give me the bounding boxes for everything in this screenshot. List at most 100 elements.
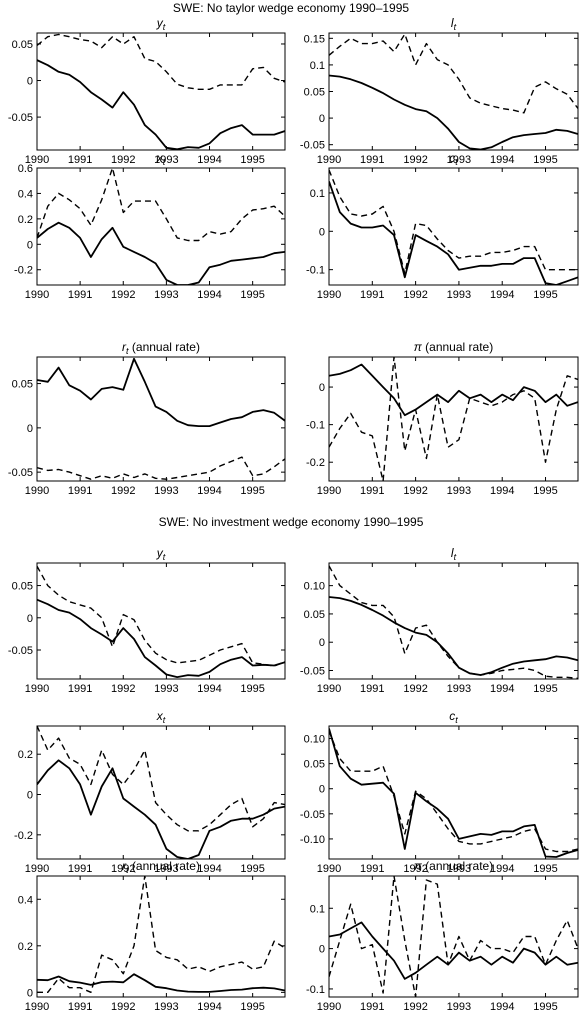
panel: yt 1990 1991 1992 1993 1994 1995 0.05 0 -0.05 bbox=[8, 546, 286, 695]
axes-frame bbox=[328, 356, 579, 482]
panel-title-extra: (annual rate) bbox=[129, 340, 200, 354]
y-tick-label: 0 bbox=[27, 987, 33, 999]
axes-frame bbox=[328, 725, 579, 860]
panel-title-symbol: c bbox=[449, 709, 455, 723]
x-tick-label: 1991 bbox=[68, 485, 92, 497]
x-tick-label: 1990 bbox=[317, 683, 341, 695]
x-tick-label: 1993 bbox=[154, 863, 178, 875]
y-tick-label: -0.1 bbox=[306, 265, 325, 277]
x-tick-label: 1991 bbox=[68, 154, 92, 166]
series-line-data bbox=[329, 181, 578, 285]
panel-title: π (annual rate) bbox=[414, 859, 493, 873]
axes-frame bbox=[36, 167, 286, 286]
series-line-data bbox=[329, 74, 578, 150]
panel-title-subscript: t bbox=[163, 715, 166, 725]
x-tick-label: 1991 bbox=[68, 863, 92, 875]
y-tick-label: 0.2 bbox=[18, 749, 33, 761]
panel: ct 1990 1991 1992 1993 1994 1995 0.10 0.05 0 -0.05… bbox=[300, 709, 579, 875]
x-tick-label: 1990 bbox=[317, 863, 341, 875]
series-line-model bbox=[329, 357, 578, 481]
x-tick-label: 1992 bbox=[111, 1001, 135, 1013]
x-tick-label: 1994 bbox=[490, 485, 514, 497]
series-line-model bbox=[37, 168, 285, 242]
y-tick-label: -0.05 bbox=[8, 467, 33, 479]
x-tick-label: 1995 bbox=[240, 289, 264, 301]
panel-title: yt bbox=[156, 16, 166, 32]
series-line-data bbox=[329, 596, 578, 676]
x-tick-label: 1990 bbox=[25, 683, 49, 695]
panel-title-subscript: t bbox=[454, 552, 457, 562]
x-tick-label: 1993 bbox=[447, 863, 471, 875]
y-tick-label: -0.10 bbox=[300, 834, 325, 846]
y-tick-label: 0.4 bbox=[18, 894, 33, 906]
series-line-data bbox=[329, 728, 578, 858]
y-tick-label: -0.05 bbox=[8, 112, 33, 124]
y-tick-label: 0.1 bbox=[310, 188, 325, 200]
y-tick-label: 0.05 bbox=[304, 609, 325, 621]
x-tick-label: 1995 bbox=[240, 683, 264, 695]
x-tick-label: 1992 bbox=[403, 154, 427, 166]
panel: xt 1990 1991 1992 1993 1994 1995 0.6 0.4 0.2 0 -0.2 bbox=[14, 151, 286, 301]
x-tick-label: 1991 bbox=[360, 154, 384, 166]
x-tick-label: 1991 bbox=[68, 683, 92, 695]
panel: lt 1990 1991 1992 1993 1994 1995 0.10 0.05 0 -0.05 bbox=[300, 546, 579, 695]
x-tick-label: 1992 bbox=[111, 154, 135, 166]
y-tick-label: 0 bbox=[319, 113, 325, 125]
x-tick-label: 1994 bbox=[197, 154, 221, 166]
panel-title-subscript: t bbox=[455, 157, 458, 167]
panel-title: xt bbox=[156, 151, 166, 167]
y-tick-label: -0.05 bbox=[300, 809, 325, 821]
panel-title-symbol: y bbox=[156, 16, 164, 30]
y-tick-label: -0.1 bbox=[306, 984, 325, 996]
y-tick-label: -0.1 bbox=[306, 420, 325, 432]
panel-title: ct bbox=[449, 709, 458, 725]
y-tick-label: 0.10 bbox=[304, 581, 325, 593]
series-line-data bbox=[37, 759, 285, 859]
y-tick-label: 0 bbox=[319, 784, 325, 796]
x-tick-label: 1995 bbox=[240, 1001, 264, 1013]
x-tick-label: 1992 bbox=[403, 289, 427, 301]
panel-title-extra: (annual rate) bbox=[422, 340, 493, 354]
y-tick-label: 0 bbox=[319, 637, 325, 649]
y-tick-label: 0 bbox=[319, 944, 325, 956]
x-tick-label: 1995 bbox=[533, 154, 557, 166]
x-tick-label: 1991 bbox=[68, 1001, 92, 1013]
y-tick-label: 0.4 bbox=[18, 188, 33, 200]
y-tick-label: 0.2 bbox=[18, 941, 33, 953]
panel-title-symbol: r bbox=[122, 859, 127, 873]
x-tick-label: 1994 bbox=[197, 863, 221, 875]
panel: rt (annual rate) 1990 1991 1992 1993 1994 1995… bbox=[18, 859, 286, 1013]
series-line-model bbox=[329, 876, 578, 997]
panel-title-subscript: t bbox=[454, 22, 457, 32]
block-title: SWE: No taylor wedge economy 1990–1995 bbox=[173, 1, 409, 15]
x-tick-label: 1995 bbox=[533, 863, 557, 875]
x-tick-label: 1991 bbox=[360, 683, 384, 695]
x-tick-label: 1993 bbox=[154, 1001, 178, 1013]
panel-title-symbol: x bbox=[156, 151, 164, 165]
y-tick-label: 0.05 bbox=[12, 379, 33, 391]
series-line-data bbox=[37, 59, 285, 150]
panel-title-subscript: t bbox=[163, 22, 166, 32]
y-tick-label: 0 bbox=[27, 613, 33, 625]
panel: π (annual rate) 1990 1991 1992 1993 1994 1995 0… bbox=[306, 340, 579, 497]
series-line-model bbox=[329, 730, 578, 853]
y-tick-label: 0 bbox=[27, 239, 33, 251]
y-tick-label: 0.05 bbox=[304, 87, 325, 99]
x-tick-label: 1991 bbox=[360, 485, 384, 497]
y-tick-label: -0.2 bbox=[14, 265, 33, 277]
x-tick-label: 1992 bbox=[111, 863, 135, 875]
series-line-model bbox=[37, 33, 285, 91]
panel-title-symbol: y bbox=[156, 546, 164, 560]
y-tick-label: 0.1 bbox=[310, 60, 325, 72]
x-tick-label: 1992 bbox=[403, 485, 427, 497]
axes-frame bbox=[328, 32, 579, 151]
y-tick-label: 0 bbox=[319, 226, 325, 238]
x-tick-label: 1990 bbox=[25, 485, 49, 497]
x-tick-label: 1994 bbox=[490, 289, 514, 301]
panel-title-symbol: π bbox=[414, 340, 423, 354]
y-tick-label: 0.6 bbox=[18, 163, 33, 175]
panel-title-subscript: t bbox=[163, 157, 166, 167]
x-tick-label: 1994 bbox=[490, 683, 514, 695]
panel-title-symbol: l bbox=[451, 546, 454, 560]
